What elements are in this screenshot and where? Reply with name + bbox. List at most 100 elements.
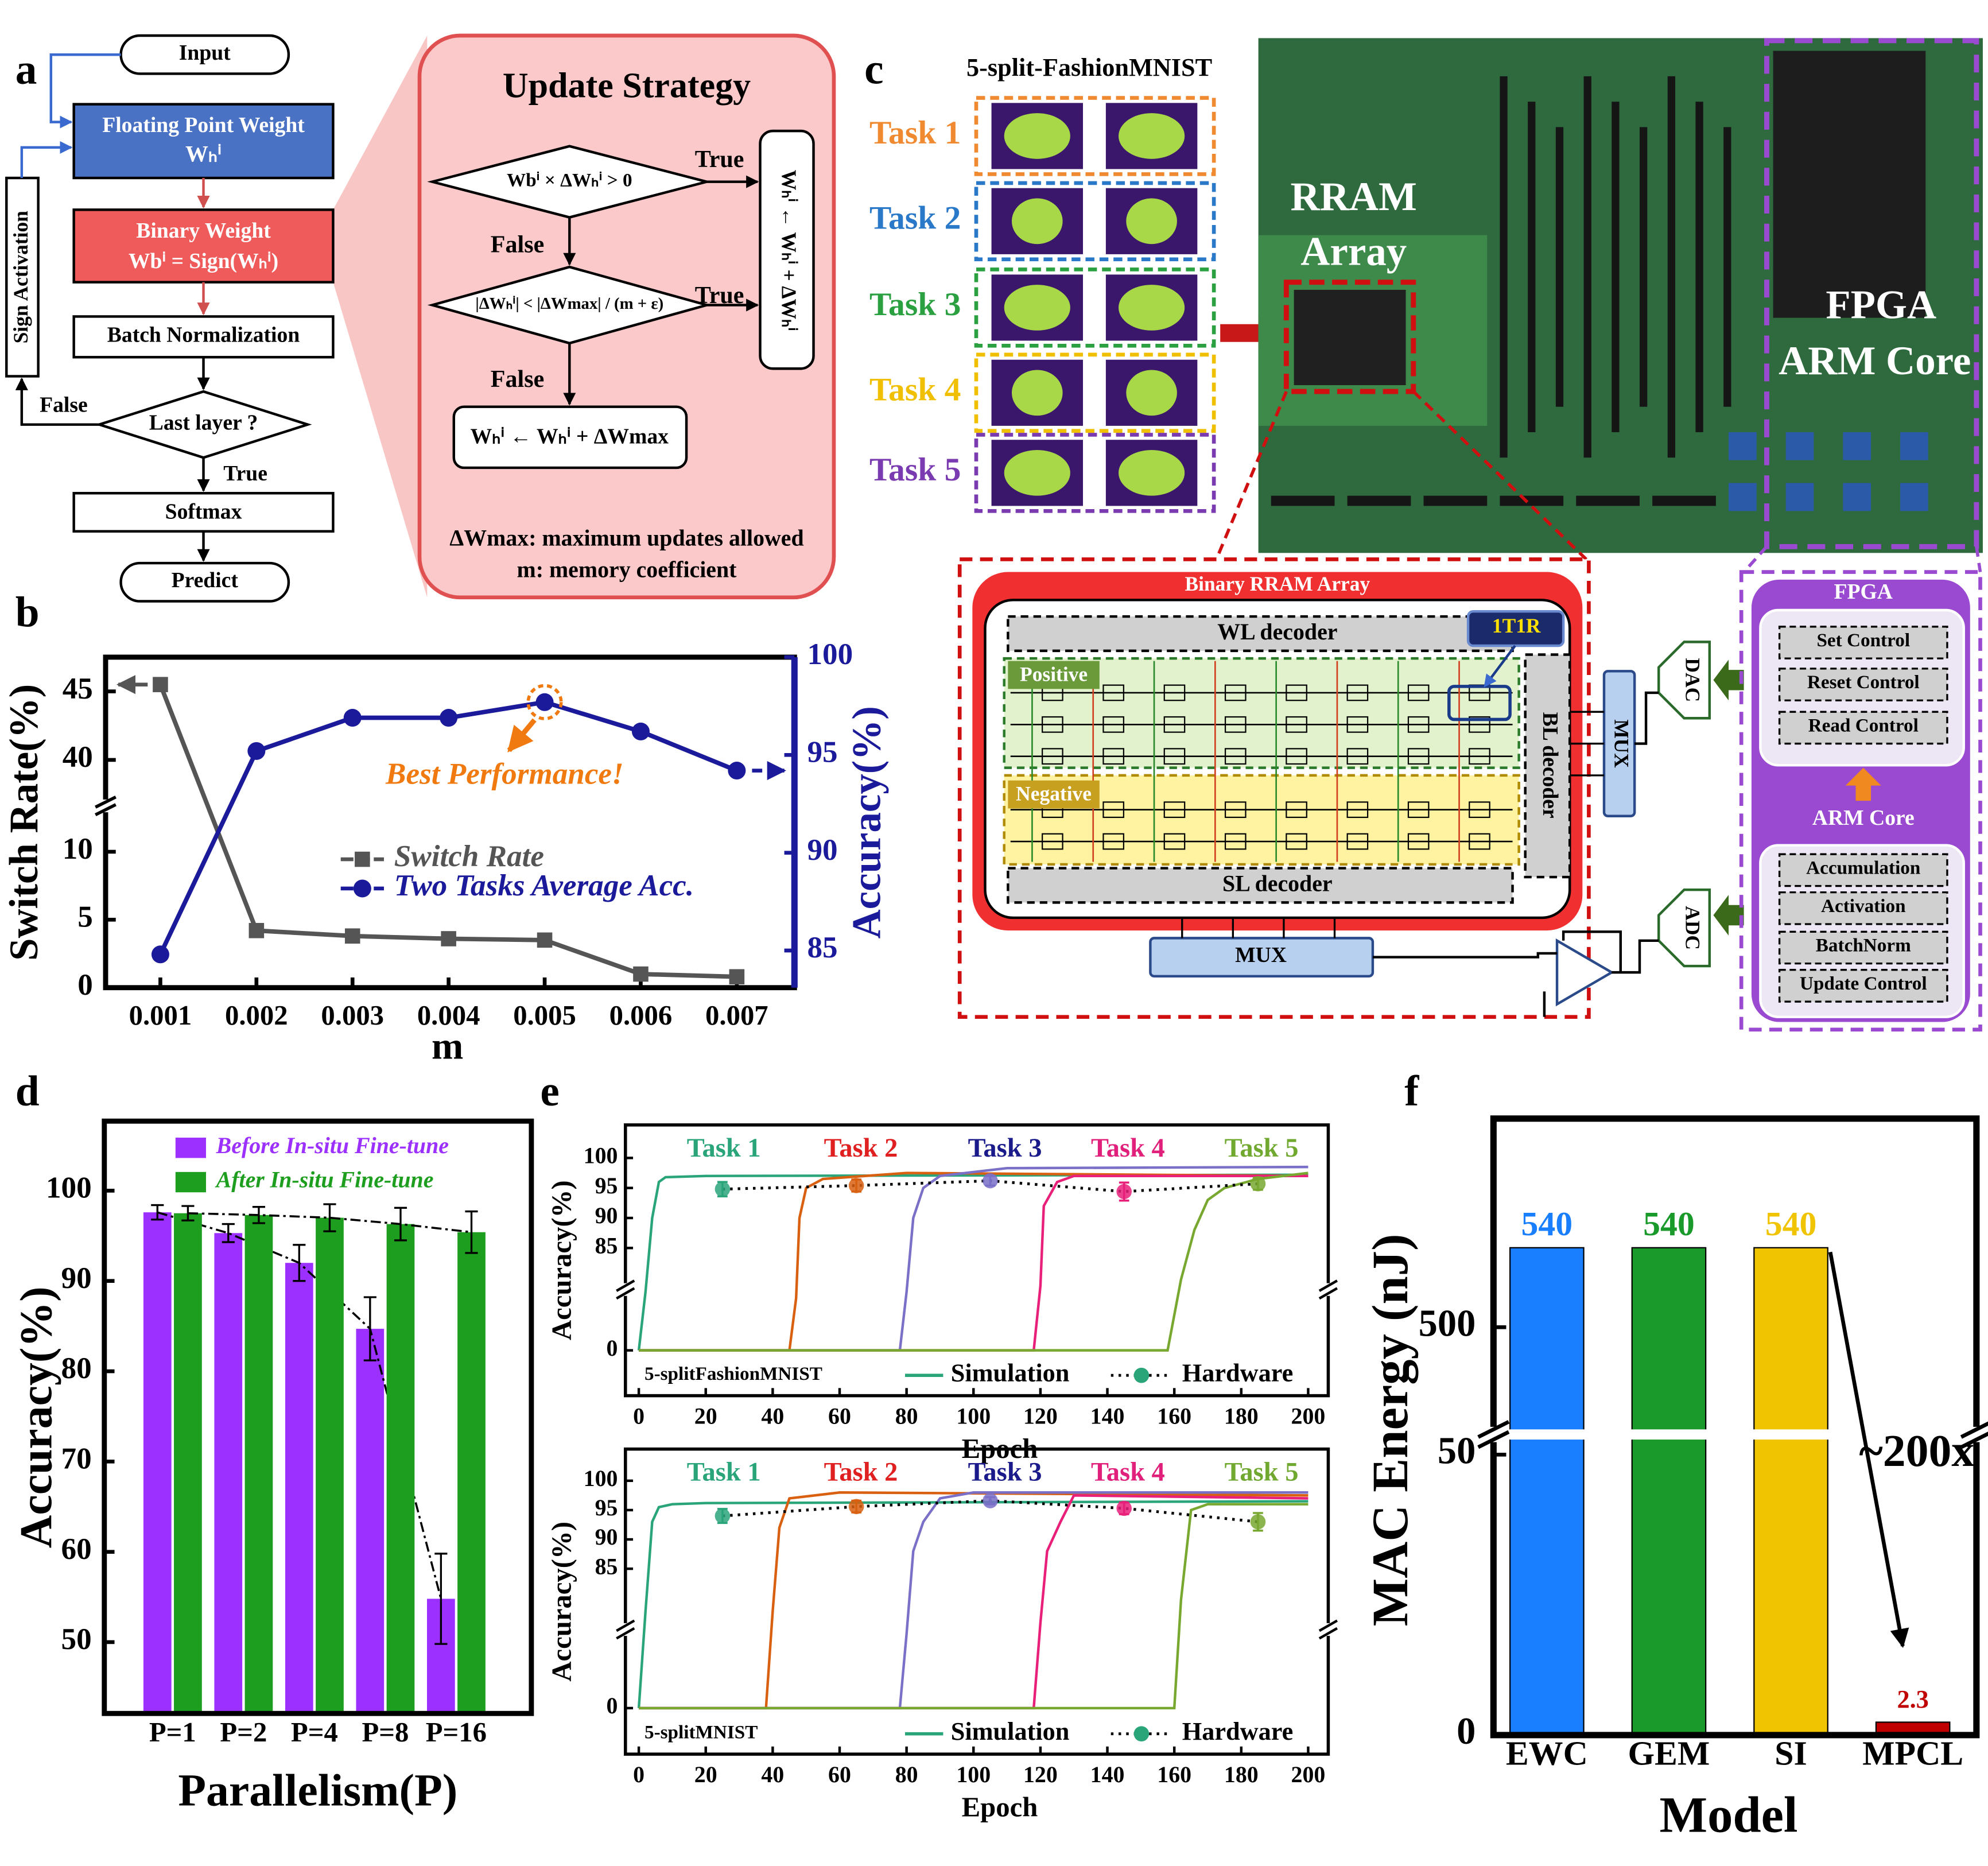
photo-detail — [1528, 102, 1536, 432]
y-tick-label: 45 — [63, 672, 93, 705]
label: ΔWmax: maximum updates allowed — [449, 525, 803, 550]
thumbnail-item — [1004, 113, 1070, 159]
x-tick-label: 80 — [895, 1403, 918, 1429]
legend-swatch — [175, 1171, 206, 1193]
axis-break — [1318, 1287, 1338, 1300]
photo-detail — [1729, 483, 1757, 511]
axis-break — [95, 803, 117, 817]
legend-label: Before In-situ Fine-tune — [216, 1132, 449, 1158]
y-tick-label: 500 — [1419, 1303, 1476, 1345]
label: Negative — [1016, 782, 1092, 805]
thumbnail-item — [1004, 285, 1070, 331]
photo-detail — [1785, 483, 1814, 511]
bar — [143, 1212, 172, 1714]
x-tick-label: 120 — [1023, 1762, 1058, 1787]
thumbnail-item — [1126, 370, 1177, 416]
bar — [1631, 1247, 1707, 1736]
cell — [1286, 833, 1307, 850]
photo-detail — [1900, 483, 1928, 511]
dataset-label: 5-splitFashionMNIST — [644, 1363, 822, 1384]
label: Sign Activation — [9, 211, 32, 344]
series-label: Task 3 — [968, 1134, 1042, 1163]
photo-detail — [1723, 127, 1731, 407]
label: Read Control — [1808, 715, 1919, 736]
x-tick-label: P=16 — [426, 1717, 487, 1748]
connector — [1214, 391, 1288, 560]
x-tick-label: SI — [1775, 1734, 1807, 1772]
connector — [1975, 546, 1982, 572]
control-block — [1778, 711, 1948, 745]
hardware-point — [715, 1508, 731, 1524]
error-bar — [465, 1210, 478, 1254]
array-frame — [1283, 280, 1416, 394]
trend-line — [188, 1212, 472, 1233]
bar — [356, 1329, 385, 1714]
cell — [1102, 684, 1124, 701]
point — [344, 928, 360, 944]
series-line — [637, 1500, 1308, 1709]
axis-break — [616, 1619, 635, 1632]
label: Set Control — [1816, 630, 1910, 651]
cell — [1163, 833, 1186, 850]
y-tick-label: 50 — [1438, 1430, 1476, 1472]
point — [151, 945, 169, 964]
photo-detail — [1423, 495, 1488, 506]
panel-label: d — [15, 1068, 40, 1115]
label: True — [223, 461, 267, 486]
label: Update Control — [1800, 973, 1927, 994]
cell — [1102, 748, 1124, 765]
error-bar — [222, 1223, 235, 1243]
task-frame — [974, 433, 1216, 513]
photo-detail — [1785, 432, 1814, 460]
legend-marker — [353, 879, 371, 898]
cell — [1102, 716, 1124, 733]
bar — [386, 1224, 415, 1714]
cell — [1163, 684, 1186, 701]
label: Accuracy(%) — [546, 1522, 577, 1682]
hardware-point — [848, 1178, 864, 1193]
series-line — [639, 1171, 1308, 1352]
cell — [1042, 716, 1063, 733]
point — [631, 722, 650, 740]
series-line — [158, 700, 738, 956]
cell — [1469, 716, 1490, 733]
thumbnail-item — [1004, 449, 1070, 496]
cell — [1224, 801, 1247, 818]
y-tick-label: 95 — [595, 1173, 618, 1198]
axis-break — [1477, 1420, 1510, 1439]
task-label: Task 4 — [869, 372, 961, 408]
x-tick-label: P=8 — [362, 1717, 409, 1748]
bar — [1753, 1247, 1828, 1736]
label: 5-split-FashionMNIST — [966, 53, 1212, 82]
task-label: Task 1 — [869, 115, 961, 151]
series-label: Task 5 — [1225, 1134, 1299, 1163]
x-tick-label: P=1 — [149, 1717, 196, 1748]
cell-highlight — [1447, 685, 1512, 721]
point — [343, 709, 362, 727]
label: Last layer ? — [149, 410, 258, 435]
zoom-wedge — [333, 36, 428, 598]
label: DAC — [1681, 658, 1704, 702]
series-label: Task 1 — [687, 1458, 761, 1487]
annotation-arrow — [507, 718, 537, 752]
label: Predict — [172, 568, 239, 592]
x-tick-label: 60 — [828, 1762, 851, 1787]
label: MAC Energy (nJ) — [1362, 1233, 1419, 1626]
value-label: 540 — [1643, 1205, 1695, 1243]
highlight — [526, 684, 563, 720]
label: Accuracy(%) — [11, 1286, 61, 1548]
plot-frame — [624, 1123, 1330, 1398]
x-tick-label: 0.003 — [321, 1000, 384, 1031]
annotation: Best Performance! — [385, 757, 624, 790]
photo-detail — [1640, 127, 1648, 407]
series-line — [639, 1171, 1308, 1352]
y-tick-label: 85 — [595, 1232, 618, 1258]
label: Binary RRAM Array — [1185, 572, 1370, 595]
photo-detail — [1583, 76, 1591, 458]
legend-label: Hardware — [1182, 1359, 1294, 1387]
thumbnail-item — [1119, 449, 1185, 496]
x-tick-label: 200 — [1291, 1762, 1326, 1787]
x-tick-label: 40 — [761, 1762, 784, 1787]
cell — [1407, 684, 1430, 701]
cell — [1346, 684, 1369, 701]
